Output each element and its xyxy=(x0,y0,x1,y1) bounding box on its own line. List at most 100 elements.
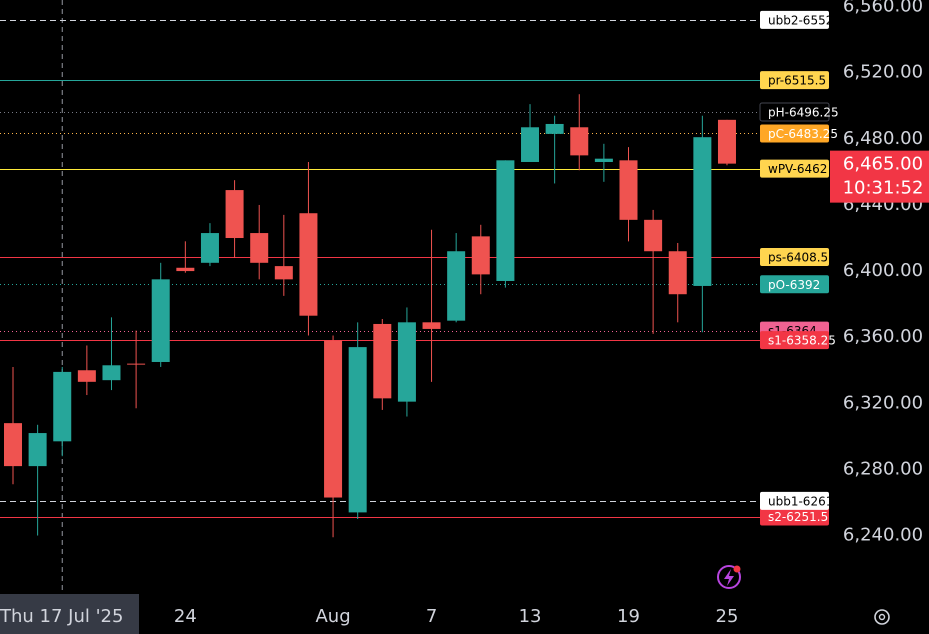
candle-body xyxy=(644,219,663,252)
candle-body xyxy=(53,371,72,442)
candle xyxy=(422,229,441,382)
level-label: pO-6392 xyxy=(768,278,820,292)
candle-body xyxy=(127,363,146,365)
level-label: s2-6251.5 xyxy=(768,510,828,524)
level-label-bg xyxy=(760,10,829,29)
candle xyxy=(521,104,540,162)
candle xyxy=(324,335,343,538)
candle-body xyxy=(373,323,392,399)
candle xyxy=(373,319,392,410)
level-tag: ubb2-6552. xyxy=(760,10,837,29)
candle xyxy=(200,223,219,267)
candle xyxy=(348,322,367,520)
level-label: ubb2-6552. xyxy=(768,13,837,27)
candle-body xyxy=(668,251,687,295)
level-label: wPV-6462 xyxy=(768,162,827,176)
y-tick-label: 6,280.00 xyxy=(843,458,923,479)
candle xyxy=(225,180,244,258)
level-tag: ps-6408.5 xyxy=(760,248,829,267)
candle-body xyxy=(397,322,416,402)
level-label: ps-6408.5 xyxy=(768,251,828,265)
candle-body xyxy=(200,233,219,263)
candle xyxy=(496,160,515,288)
candle-body xyxy=(151,279,170,362)
y-tick-label: 6,560.00 xyxy=(843,0,923,17)
candle xyxy=(299,161,318,336)
level-label-bg xyxy=(760,275,829,294)
candle-body xyxy=(521,127,540,162)
candle xyxy=(644,209,663,334)
candle xyxy=(151,262,170,367)
candle-body xyxy=(545,123,564,134)
candle xyxy=(250,204,269,280)
candle-body xyxy=(225,190,244,239)
level-label: pr-6515.5 xyxy=(768,74,826,88)
candle xyxy=(545,115,564,184)
candle xyxy=(471,224,490,295)
level-label-bg xyxy=(760,124,829,143)
level-label-bg xyxy=(760,159,829,178)
candle-body xyxy=(717,119,736,164)
level-label: pC-6483.25 xyxy=(768,127,838,141)
x-tick-label: Aug xyxy=(315,606,350,627)
candle-body xyxy=(348,347,367,513)
settings-icon[interactable] xyxy=(874,609,890,625)
candle-body xyxy=(496,160,515,281)
y-tick-label: 6,520.00 xyxy=(843,62,923,83)
candle-body xyxy=(102,365,121,381)
level-tag: pO-6392 xyxy=(760,275,829,294)
candle xyxy=(619,147,638,242)
level-label-bg xyxy=(759,102,830,122)
level-label-bg xyxy=(760,248,829,267)
level-tag: pC-6483.25 xyxy=(760,124,838,143)
candle xyxy=(176,241,195,273)
x-tick-label: 13 xyxy=(519,606,542,627)
level-tag: s2-6251.5 xyxy=(760,507,829,526)
level-tag: s1-6358.25 xyxy=(760,331,836,350)
countdown: 10:31:52 xyxy=(843,178,924,199)
candle-body xyxy=(422,322,441,329)
candle-body xyxy=(447,251,466,321)
candle-body xyxy=(471,236,490,275)
candle xyxy=(447,233,466,323)
candle-body xyxy=(77,370,96,382)
level-label: ubb1-6261. xyxy=(768,494,837,508)
x-tick-label: 25 xyxy=(716,606,739,627)
alert-icon[interactable] xyxy=(717,565,741,589)
last-price-bg xyxy=(830,150,929,203)
candle xyxy=(594,143,613,182)
candle xyxy=(53,366,72,457)
y-tick-label: 6,240.00 xyxy=(843,525,923,546)
candle xyxy=(102,317,121,391)
candle-body xyxy=(299,213,318,316)
level-label-bg xyxy=(760,491,829,510)
level-label-bg xyxy=(760,507,829,526)
candle-body xyxy=(693,137,712,286)
level-label-bg xyxy=(760,71,829,90)
candle-body xyxy=(324,340,343,498)
candle xyxy=(77,345,96,396)
candle-body xyxy=(619,160,638,220)
candle xyxy=(397,307,416,417)
level-label: s1-6358.25 xyxy=(768,334,836,348)
level-tag: pr-6515.5 xyxy=(760,71,829,90)
level-tag: ubb1-6261. xyxy=(760,491,837,510)
y-tick-label: 6,480.00 xyxy=(843,128,923,149)
x-tick-label: 7 xyxy=(426,606,437,627)
candle xyxy=(668,242,687,323)
y-tick-label: 6,320.00 xyxy=(843,392,923,413)
candle-body xyxy=(4,423,22,467)
candle xyxy=(4,366,22,485)
candle xyxy=(570,94,589,171)
level-label: pH-6496.25 xyxy=(768,105,839,119)
x-tick-label: 24 xyxy=(174,606,197,627)
candle xyxy=(693,115,712,333)
candle-body xyxy=(274,266,293,280)
candle-body xyxy=(570,127,589,156)
x-tick-label: Thu 17 Jul '25 xyxy=(0,606,123,627)
last-price-label: 6,465.00 xyxy=(843,154,923,175)
level-tag: wPV-6462 xyxy=(760,159,829,178)
candle xyxy=(717,119,736,166)
candle xyxy=(274,214,293,296)
